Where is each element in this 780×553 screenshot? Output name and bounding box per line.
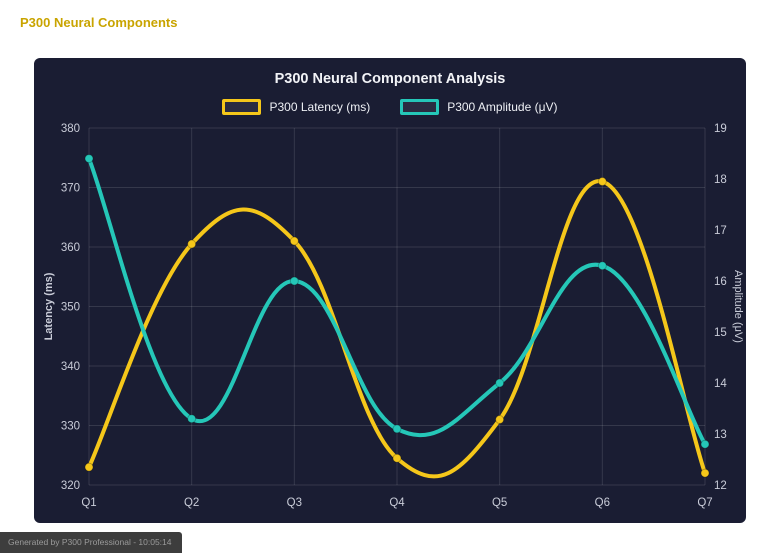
data-point [495, 415, 505, 425]
legend-item-latency[interactable]: P300 Latency (ms) [222, 99, 370, 115]
x-tick-label: Q3 [287, 497, 302, 509]
page-title: P300 Neural Components [20, 15, 178, 30]
right-tick-label: 16 [714, 276, 727, 288]
legend-label: P300 Latency (ms) [269, 100, 371, 114]
data-point [187, 239, 197, 249]
x-tick-label: Q2 [184, 497, 199, 509]
x-tick-label: Q5 [492, 497, 507, 509]
right-tick-label: 17 [714, 225, 727, 237]
right-tick-label: 19 [714, 123, 727, 135]
legend-label: P300 Amplitude (μV) [447, 100, 558, 114]
left-tick-label: 320 [61, 480, 80, 492]
data-point [597, 177, 607, 187]
x-tick-label: Q4 [389, 497, 405, 509]
right-tick-label: 14 [714, 378, 727, 390]
right-tick-label: 18 [714, 174, 727, 186]
left-tick-label: 360 [61, 242, 80, 254]
data-point [700, 439, 710, 449]
x-tick-label: Q1 [81, 497, 96, 509]
data-point [392, 424, 402, 434]
data-point [700, 468, 710, 478]
chart-card: P300 Neural Component Analysis P300 Late… [34, 58, 746, 523]
right-axis-title: Amplitude (μV) [732, 270, 744, 343]
left-tick-label: 340 [61, 361, 80, 373]
chart-title: P300 Neural Component Analysis [274, 71, 506, 87]
left-tick-label: 380 [61, 123, 80, 135]
data-point [597, 261, 607, 271]
legend-item-amplitude[interactable]: P300 Amplitude (μV) [400, 99, 558, 115]
chart-legend: P300 Latency (ms) P300 Amplitude (μV) [34, 99, 746, 115]
x-tick-label: Q6 [595, 497, 610, 509]
legend-swatch [400, 99, 440, 115]
data-point [187, 414, 197, 424]
left-tick-label: 330 [61, 421, 80, 433]
right-tick-label: 13 [714, 429, 727, 441]
data-point [289, 236, 299, 246]
right-tick-label: 15 [714, 327, 727, 339]
right-tick-label: 12 [714, 480, 727, 492]
legend-swatch [222, 99, 262, 115]
data-point [289, 276, 299, 286]
left-tick-label: 370 [61, 183, 80, 195]
x-tick-label: Q7 [697, 497, 712, 509]
left-axis-title: Latency (ms) [43, 272, 55, 340]
data-point [84, 462, 94, 472]
data-point [495, 378, 505, 388]
footer-note: Generated by P300 Professional - 10:05:1… [0, 532, 182, 553]
left-tick-label: 350 [61, 302, 80, 314]
data-point [84, 154, 94, 164]
chart-canvas[interactable]: 320 330 340 350 360 370 380 12 13 14 15 16 17 18 19 Q1 Q… [34, 58, 746, 523]
data-point [392, 453, 402, 463]
